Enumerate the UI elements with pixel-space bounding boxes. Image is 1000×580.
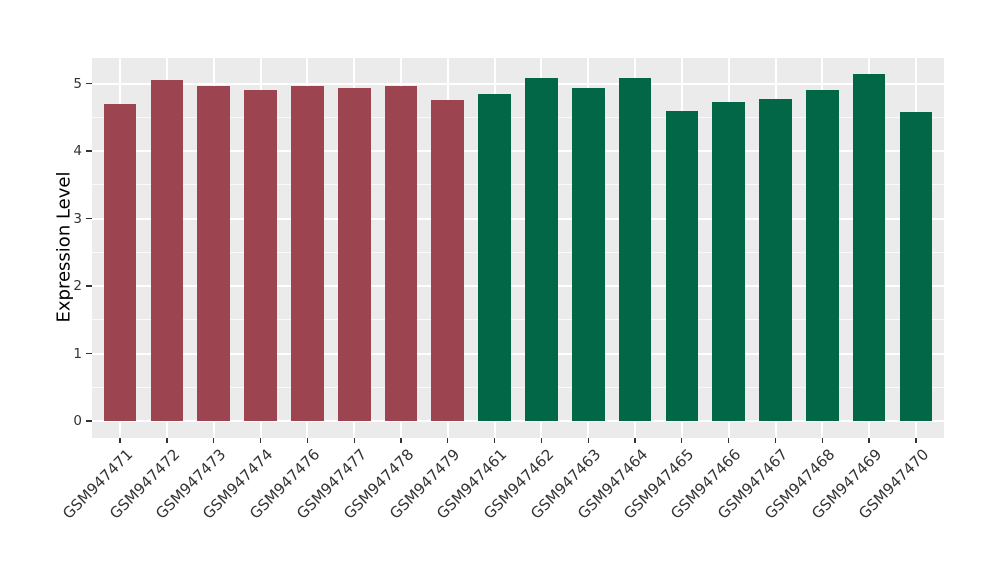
y-tick-mark bbox=[86, 420, 92, 422]
x-tick-mark bbox=[540, 438, 543, 443]
x-tick-mark bbox=[634, 438, 636, 443]
y-gridline-major bbox=[92, 217, 944, 220]
y-gridline-minor bbox=[92, 184, 944, 186]
y-tick-label: 5 bbox=[73, 75, 82, 92]
y-tick-mark bbox=[86, 150, 92, 152]
y-axis-title-text: Expression Level bbox=[53, 171, 75, 323]
y-tick-label: 4 bbox=[73, 143, 82, 160]
bar bbox=[431, 99, 465, 422]
y-gridline-minor bbox=[92, 319, 944, 321]
y-tick-mark bbox=[86, 352, 92, 355]
bar bbox=[150, 80, 184, 422]
x-tick-mark bbox=[868, 438, 870, 443]
y-tick-label: 2 bbox=[73, 278, 82, 295]
bar bbox=[759, 99, 792, 422]
x-tick-mark bbox=[447, 438, 449, 443]
y-tick-mark bbox=[86, 285, 92, 287]
bar bbox=[197, 86, 231, 422]
bar bbox=[291, 85, 324, 422]
bar bbox=[712, 101, 746, 422]
bar bbox=[337, 87, 371, 422]
x-tick-mark bbox=[119, 438, 121, 443]
x-tick-mark bbox=[587, 438, 589, 443]
y-gridline-minor bbox=[92, 251, 944, 253]
x-tick-mark bbox=[353, 438, 355, 443]
bar bbox=[899, 112, 933, 422]
x-tick-mark bbox=[774, 438, 777, 443]
x-tick-mark bbox=[915, 438, 917, 443]
x-tick-mark bbox=[493, 438, 496, 443]
y-tick-mark bbox=[86, 217, 92, 220]
bar bbox=[571, 87, 605, 422]
bar bbox=[805, 90, 839, 422]
bar bbox=[384, 86, 418, 422]
y-gridline-major bbox=[92, 150, 944, 153]
y-gridline-major bbox=[92, 352, 944, 355]
bar bbox=[618, 78, 652, 422]
y-gridline-minor bbox=[92, 386, 944, 388]
x-tick-mark bbox=[213, 438, 215, 443]
x-tick-mark bbox=[306, 438, 308, 443]
x-tick-mark bbox=[728, 438, 730, 443]
y-gridline-minor bbox=[92, 116, 944, 118]
x-tick-mark bbox=[681, 438, 683, 443]
y-tick-mark bbox=[86, 82, 92, 85]
bar bbox=[478, 94, 511, 422]
y-gridline-major bbox=[92, 285, 944, 288]
y-gridline-major bbox=[92, 82, 944, 85]
bar bbox=[665, 110, 699, 422]
x-tick-mark bbox=[259, 438, 262, 443]
bar bbox=[244, 90, 277, 422]
y-tick-label: 1 bbox=[73, 345, 82, 362]
x-tick-mark bbox=[166, 438, 168, 443]
x-tick-mark bbox=[400, 438, 402, 443]
bar bbox=[525, 77, 558, 422]
y-tick-label: 0 bbox=[73, 413, 82, 430]
bar bbox=[103, 103, 137, 422]
bar bbox=[852, 73, 886, 422]
y-gridline-major bbox=[92, 420, 944, 423]
x-tick-mark bbox=[821, 438, 823, 443]
plot-panel bbox=[92, 58, 944, 438]
y-tick-label: 3 bbox=[73, 210, 82, 227]
